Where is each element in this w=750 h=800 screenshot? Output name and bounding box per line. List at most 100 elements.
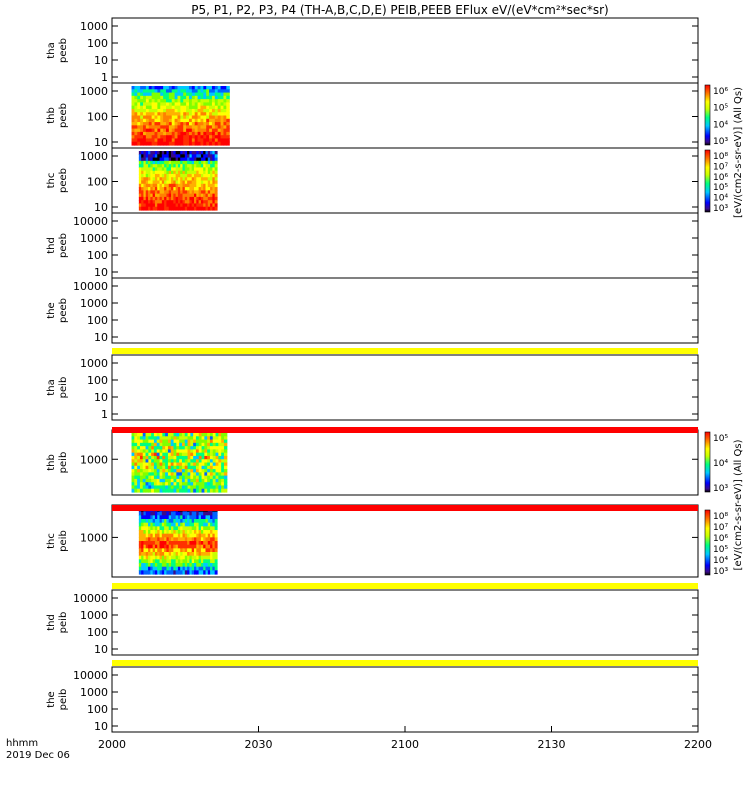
spectrogram-cell xyxy=(139,439,144,444)
spectrogram-cell xyxy=(197,95,202,100)
spectrogram-cell xyxy=(173,180,177,185)
spectrogram-cell xyxy=(198,462,203,467)
spectrogram-cell xyxy=(197,125,202,130)
spectrogram-cell xyxy=(184,200,188,205)
spectrogram-cell xyxy=(168,206,172,211)
spectrogram-cell xyxy=(210,541,213,546)
spectrogram-cell xyxy=(145,566,149,571)
spectrogram-cell xyxy=(166,541,170,546)
spectrogram-cell xyxy=(134,108,138,113)
spectrogram-cell xyxy=(205,555,209,560)
spectrogram-cell xyxy=(152,196,156,201)
spectrogram-cell xyxy=(163,86,167,90)
spectrogram-cell xyxy=(177,108,181,113)
spectrogram-cell xyxy=(212,446,217,450)
spectrogram-cell xyxy=(191,160,195,165)
spectrogram-cell xyxy=(159,544,163,549)
spectrogram-cell xyxy=(180,187,184,191)
spectrogram-cell xyxy=(173,478,177,483)
spectrogram-cell xyxy=(194,102,199,107)
spectrogram-cell xyxy=(203,170,207,175)
spectrogram-cell xyxy=(168,533,172,538)
spectrogram-cell xyxy=(209,138,213,143)
spectrogram-cell xyxy=(145,515,149,520)
spectrogram-cell xyxy=(195,436,200,441)
spectrogram-cell xyxy=(191,180,195,185)
spectrogram-cell xyxy=(180,154,184,159)
spectrogram-cell xyxy=(223,128,227,133)
spectrogram-cell xyxy=(217,128,222,133)
spectrogram-cell xyxy=(137,141,141,146)
spectrogram-cell xyxy=(138,151,142,155)
spectrogram-cell xyxy=(214,544,218,549)
panel-product-label: peeb xyxy=(58,168,69,193)
spectrogram-cell xyxy=(166,555,170,560)
spectrogram-cell xyxy=(167,455,172,460)
spectrogram-cell xyxy=(154,530,158,535)
spectrogram-cell xyxy=(182,206,186,211)
spectrogram-cell xyxy=(163,135,167,140)
spectrogram-cell xyxy=(164,522,168,527)
spectrogram-cell xyxy=(175,157,179,162)
spectrogram-cell xyxy=(180,128,184,133)
spectrogram-cell xyxy=(207,446,211,450)
spectrogram-cell xyxy=(187,462,191,467)
spectrogram-cell xyxy=(193,478,197,483)
spectrogram-cell xyxy=(193,452,197,457)
spectrogram-cell xyxy=(189,563,193,568)
spectrogram-cell xyxy=(168,128,173,133)
spectrogram-cell xyxy=(170,469,175,473)
spectrogram-cell xyxy=(214,519,218,524)
spectrogram-cell xyxy=(160,122,164,126)
spectrogram-cell xyxy=(211,128,216,133)
spectrogram-cell xyxy=(159,173,163,178)
spectrogram-cell xyxy=(154,566,158,571)
spectrogram-cell xyxy=(143,170,147,175)
spectrogram-cell xyxy=(131,472,135,477)
spectrogram-cell xyxy=(184,478,189,483)
spectrogram-cell xyxy=(214,187,218,191)
spectrogram-cell xyxy=(187,465,191,470)
spectrogram-cell xyxy=(143,180,147,185)
spectrogram-cell xyxy=(171,206,174,211)
spectrogram-cell xyxy=(214,530,218,535)
spectrogram-cell xyxy=(223,138,227,143)
spectrogram-cell xyxy=(151,138,156,143)
spectrogram-cell xyxy=(220,125,225,130)
spectrogram-cell xyxy=(150,173,154,178)
spectrogram-cell xyxy=(161,570,165,575)
spectrogram-cell xyxy=(196,154,200,159)
spectrogram-cell xyxy=(218,482,222,487)
spectrogram-cell xyxy=(160,108,164,113)
spectrogram-cell xyxy=(191,151,195,155)
spectrogram-cell xyxy=(186,92,190,97)
spectrogram-cell xyxy=(212,455,217,460)
spectrogram-cell xyxy=(134,128,138,133)
spectrogram-cell xyxy=(159,478,163,483)
spectrogram-cell xyxy=(134,141,138,146)
spectrogram-cell xyxy=(138,563,142,568)
spectrogram-cell xyxy=(196,541,200,546)
spectrogram-cell xyxy=(184,442,189,447)
spectrogram-cell xyxy=(205,151,209,155)
spectrogram-cell xyxy=(168,118,173,123)
spectrogram-cell xyxy=(205,190,209,195)
spectrogram-cell xyxy=(137,118,141,123)
spectrogram-cell xyxy=(194,548,197,553)
spectrogram-cell xyxy=(139,455,144,460)
spectrogram-cell xyxy=(181,469,186,473)
spectrogram-cell xyxy=(141,164,145,168)
spectrogram-cell xyxy=(152,555,156,560)
spectrogram-cell xyxy=(189,511,193,516)
spectrogram-cell xyxy=(141,559,145,564)
spectrogram-cell xyxy=(207,555,211,560)
spectrogram-cell xyxy=(161,173,165,178)
spectrogram-cell xyxy=(212,475,217,480)
spectrogram-cell xyxy=(198,452,203,457)
spectrogram-cell xyxy=(198,488,203,493)
spectrogram-cell xyxy=(187,469,191,473)
